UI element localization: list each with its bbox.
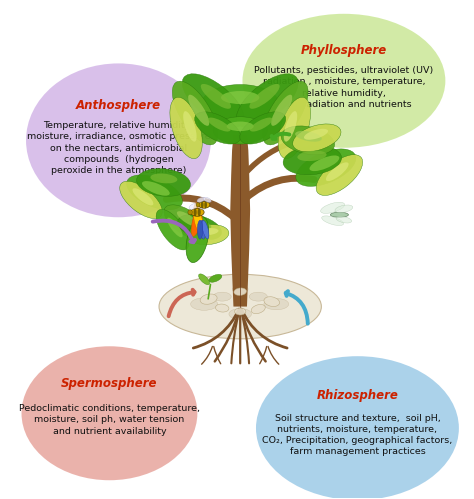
Ellipse shape	[191, 208, 204, 216]
Text: Pollutants, pesticides, ultraviolet (UV)
radiation , moisture, temperature,
rela: Pollutants, pesticides, ultraviolet (UV)…	[254, 66, 434, 109]
Ellipse shape	[127, 175, 182, 210]
Ellipse shape	[142, 181, 170, 196]
Text: Pedoclimatic conditions, temperature,
moisture, soil ph, water tension
and nutri: Pedoclimatic conditions, temperature, mo…	[19, 404, 200, 436]
Ellipse shape	[199, 202, 210, 208]
Ellipse shape	[251, 304, 265, 313]
Ellipse shape	[198, 208, 201, 216]
Text: Anthosphere: Anthosphere	[76, 99, 161, 112]
Ellipse shape	[249, 84, 280, 109]
Ellipse shape	[296, 149, 356, 186]
Ellipse shape	[335, 205, 353, 213]
Ellipse shape	[249, 292, 267, 301]
Ellipse shape	[200, 220, 206, 239]
Ellipse shape	[234, 288, 246, 295]
Ellipse shape	[326, 162, 348, 181]
Ellipse shape	[336, 217, 352, 223]
Ellipse shape	[193, 208, 204, 235]
Ellipse shape	[264, 298, 289, 310]
Ellipse shape	[191, 210, 201, 237]
Ellipse shape	[137, 169, 191, 196]
Ellipse shape	[188, 210, 192, 215]
Ellipse shape	[189, 203, 199, 209]
Ellipse shape	[164, 205, 208, 240]
Ellipse shape	[201, 202, 203, 208]
Polygon shape	[230, 135, 250, 306]
Ellipse shape	[295, 131, 322, 142]
Ellipse shape	[235, 308, 246, 315]
Ellipse shape	[229, 308, 252, 319]
Ellipse shape	[119, 181, 162, 219]
Ellipse shape	[197, 197, 205, 202]
Ellipse shape	[201, 84, 231, 109]
Ellipse shape	[199, 274, 210, 284]
Ellipse shape	[213, 292, 231, 301]
Ellipse shape	[204, 202, 207, 208]
Ellipse shape	[195, 112, 241, 144]
Ellipse shape	[310, 156, 339, 171]
Ellipse shape	[263, 81, 308, 145]
Ellipse shape	[271, 95, 292, 126]
Ellipse shape	[150, 174, 177, 183]
Text: Soil structure and texture,  soil pH,
nutrients, moisture, temperature,
CO₂, Pre: Soil structure and texture, soil pH, nut…	[262, 414, 453, 457]
Ellipse shape	[186, 217, 209, 262]
Ellipse shape	[215, 304, 229, 312]
Text: Phyllosphere: Phyllosphere	[301, 44, 387, 57]
Ellipse shape	[196, 203, 206, 209]
Ellipse shape	[330, 212, 348, 217]
Ellipse shape	[322, 216, 344, 226]
Ellipse shape	[190, 219, 211, 229]
Ellipse shape	[232, 285, 248, 293]
Ellipse shape	[213, 117, 267, 144]
Ellipse shape	[209, 274, 222, 282]
Ellipse shape	[156, 210, 189, 250]
Ellipse shape	[133, 188, 154, 206]
Ellipse shape	[172, 81, 218, 145]
Ellipse shape	[284, 111, 297, 142]
Ellipse shape	[196, 203, 200, 207]
Ellipse shape	[177, 211, 199, 227]
Ellipse shape	[159, 274, 321, 339]
Ellipse shape	[200, 294, 217, 304]
Ellipse shape	[278, 97, 310, 159]
Ellipse shape	[264, 297, 280, 306]
Text: Rhizosphere: Rhizosphere	[317, 389, 398, 402]
Ellipse shape	[256, 356, 459, 499]
Ellipse shape	[227, 122, 254, 131]
Ellipse shape	[191, 298, 218, 310]
Ellipse shape	[297, 151, 327, 161]
Ellipse shape	[197, 220, 203, 239]
Text: Temperature, relative humidity,
moisture, irradiance, osmotic pressure
on the ne: Temperature, relative humidity, moisture…	[27, 121, 210, 175]
Ellipse shape	[182, 74, 244, 127]
Ellipse shape	[243, 14, 446, 148]
Ellipse shape	[283, 146, 342, 175]
Ellipse shape	[26, 63, 211, 217]
Ellipse shape	[188, 95, 210, 126]
Ellipse shape	[237, 74, 298, 127]
Ellipse shape	[202, 84, 279, 122]
Ellipse shape	[304, 129, 328, 140]
Ellipse shape	[202, 221, 209, 239]
Ellipse shape	[293, 124, 341, 152]
Ellipse shape	[320, 202, 345, 214]
Ellipse shape	[198, 228, 219, 235]
Ellipse shape	[178, 215, 221, 240]
Ellipse shape	[281, 126, 335, 155]
Ellipse shape	[193, 203, 202, 230]
Ellipse shape	[193, 208, 197, 216]
Text: Spermosphere: Spermosphere	[61, 377, 158, 390]
Ellipse shape	[170, 97, 202, 159]
Ellipse shape	[316, 155, 363, 196]
Ellipse shape	[240, 112, 286, 144]
Ellipse shape	[21, 346, 197, 480]
Ellipse shape	[208, 118, 230, 132]
Ellipse shape	[167, 218, 182, 238]
Ellipse shape	[203, 197, 211, 202]
Ellipse shape	[188, 225, 229, 245]
Ellipse shape	[193, 206, 201, 234]
Ellipse shape	[183, 111, 197, 142]
Ellipse shape	[250, 118, 273, 132]
Ellipse shape	[221, 91, 259, 104]
